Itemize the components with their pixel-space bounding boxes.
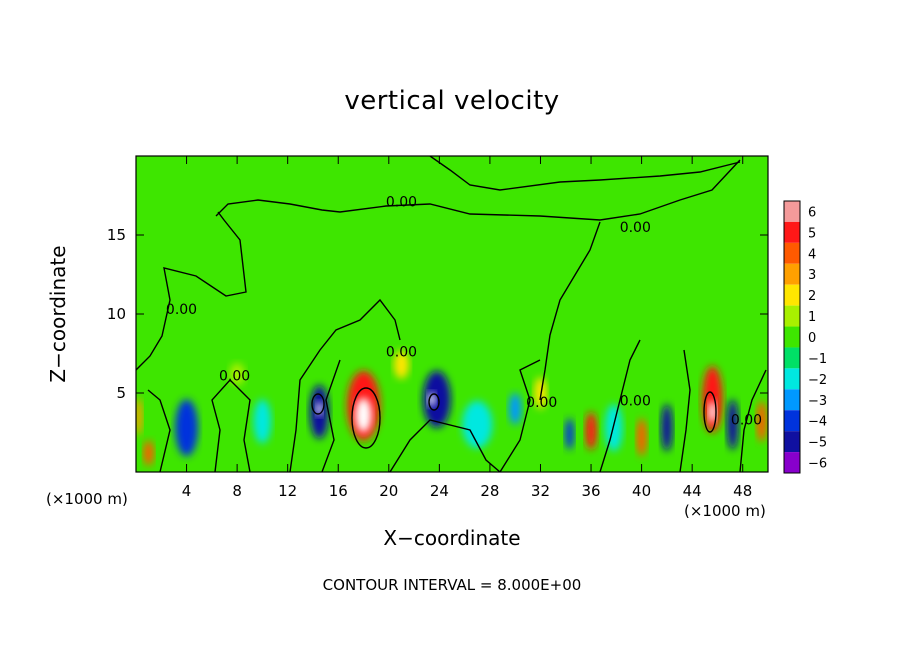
colorbar: 6 5 4 3 2 1 0 −1 −2 −3 −4 −5 −6 — [783, 200, 827, 474]
colorbar-label: −5 — [808, 436, 827, 451]
colorbar-swatch — [784, 201, 800, 222]
x-tick-label: 12 — [278, 482, 297, 500]
contour-interval-note: CONTOUR INTERVAL = 8.000E+00 — [322, 576, 582, 594]
colorbar-label: 6 — [808, 205, 816, 220]
velocity-cell-5 — [636, 418, 647, 457]
colorbar-frame — [783, 200, 801, 474]
y-tick-label: 10 — [107, 305, 126, 323]
x-unit-label-right: (×1000 m) — [684, 502, 766, 520]
velocity-cell-12 — [422, 370, 451, 428]
velocity-cell-18 — [253, 399, 272, 444]
colorbar-swatch — [784, 389, 800, 411]
x-tick-label: 8 — [232, 482, 242, 500]
contour-label: 0.00 — [219, 368, 250, 384]
zero-contour-lines — [136, 156, 767, 472]
zero-contour-lower — [136, 211, 247, 371]
velocity-cell-1 — [355, 397, 372, 433]
x-tick-label: 28 — [480, 482, 499, 500]
x-tick-label: 16 — [329, 482, 348, 500]
velocity-cell-4 — [585, 411, 597, 450]
zero-contour-top — [429, 156, 741, 191]
colorbar-swatch — [784, 326, 800, 348]
velocity-cell-19 — [462, 400, 493, 449]
velocity-cell-15 — [726, 399, 739, 450]
x-unit-label-left: (×1000 m) — [46, 490, 128, 508]
velocity-cell-13 — [427, 392, 436, 407]
x-tick-label: 44 — [683, 482, 702, 500]
colorbar-label: −1 — [808, 352, 827, 367]
x-axis-label: X−coordinate — [383, 526, 521, 550]
colorbar-label: −6 — [808, 457, 827, 472]
y-tick-label: 15 — [107, 226, 126, 244]
zero-contour-right — [539, 221, 601, 401]
velocity-cell-16 — [565, 418, 574, 450]
y-tick-label: 5 — [116, 384, 126, 402]
x-tick-label: 48 — [733, 482, 752, 500]
colorbar-label: 1 — [808, 310, 816, 325]
colorbar-swatch — [784, 221, 800, 243]
velocity-cell-14 — [661, 404, 673, 452]
contour-label: 0.00 — [386, 345, 417, 361]
x-tick-label: 20 — [379, 482, 398, 500]
colorbar-swatch — [784, 347, 800, 369]
contour-label: 0.00 — [620, 394, 651, 410]
colorbar-label: 2 — [808, 289, 816, 304]
colorbar-swatch — [784, 410, 800, 432]
x-tick-label: 32 — [531, 482, 550, 500]
velocity-cell-8 — [136, 397, 143, 436]
velocity-cell-3 — [708, 400, 717, 424]
contour-label: 0.00 — [620, 220, 651, 236]
velocity-cell-20 — [604, 404, 623, 452]
velocity-cell-7 — [143, 440, 154, 466]
x-tick-label: 36 — [581, 482, 600, 500]
colorbar-swatch — [784, 284, 800, 306]
colorbar-label: 4 — [808, 247, 816, 262]
velocity-cell-2 — [702, 366, 723, 433]
contour-label: 0.00 — [166, 302, 197, 318]
colorbar-label: 0 — [808, 331, 816, 346]
x-tick-label: 24 — [430, 482, 449, 500]
colorbar-label: 5 — [808, 226, 816, 241]
colorbar-label: −2 — [808, 373, 827, 388]
colorbar-swatch — [784, 263, 800, 285]
contour-label: 0.00 — [731, 413, 762, 429]
velocity-cell-17 — [508, 393, 522, 425]
velocity-cell-9 — [175, 399, 198, 457]
velocity-cell-22 — [393, 350, 410, 379]
x-tick-label: 4 — [182, 482, 192, 500]
colorbar-swatch — [784, 431, 800, 453]
colorbar-swatch — [784, 368, 800, 390]
colorbar-swatch — [784, 242, 800, 264]
zero-contour-upper — [215, 159, 741, 221]
colorbar-label: −3 — [808, 394, 827, 409]
colorbar-swatch — [784, 305, 800, 327]
velocity-cell-6 — [756, 400, 767, 442]
contour-label: 0.00 — [526, 395, 557, 411]
colorbar-label: 3 — [808, 268, 816, 283]
chart-title: vertical velocity — [344, 86, 560, 116]
x-tick-label: 40 — [632, 482, 651, 500]
contour-label: 0.00 — [386, 195, 417, 211]
colorbar-swatch — [784, 452, 800, 473]
colorbar-label: −4 — [808, 415, 827, 430]
velocity-cell-21 — [229, 362, 245, 386]
